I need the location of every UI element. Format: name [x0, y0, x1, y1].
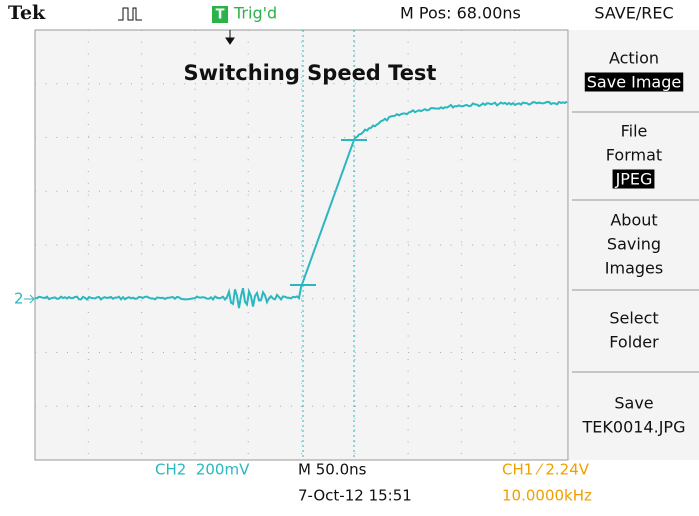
frequency: 10.0000kHz: [502, 487, 592, 505]
menu-label: Save: [614, 394, 653, 413]
menu-panel: [569, 30, 699, 460]
trigger-icon: T: [216, 8, 225, 23]
menu-selection: JPEG: [615, 170, 653, 189]
channel-marker: 2: [14, 290, 24, 308]
ch2-scale: CH2 200mV: [155, 461, 250, 479]
menu-label: TEK0014.JPG: [582, 418, 686, 437]
trigger-icon-box: [212, 6, 228, 23]
waveform: [34, 100, 568, 309]
grid: [35, 30, 568, 460]
timebase: M 50.0ns: [298, 461, 367, 479]
datetime: 7-Oct-12 15:51: [298, 487, 412, 505]
menu-label: About: [610, 211, 657, 230]
menu-label: Images: [605, 259, 663, 278]
brand: Tek: [8, 2, 46, 24]
menu-label: Action: [609, 49, 659, 68]
acq-icon: [118, 7, 142, 21]
menu-label: Saving: [607, 235, 661, 254]
menu-selection-box: [612, 169, 655, 189]
trigger-status: Trig'd: [233, 4, 277, 23]
ch1-trigger: CH1 ⁄ 2.24V: [502, 461, 590, 479]
marker-arrow: [24, 294, 35, 304]
footer: CH2 200mV M 50.0ns 7-Oct-12 15:51 CH1 ⁄ …: [155, 461, 592, 505]
menu-label: File: [621, 122, 648, 141]
menu-label: Select: [609, 309, 658, 328]
title: Switching Speed Test: [184, 61, 437, 85]
menu-selection-box: [584, 72, 684, 92]
trigger-pos: [225, 30, 235, 45]
menu-title: SAVE/REC: [594, 4, 673, 23]
menu: Action Save Image File Format JPEG About Savin…: [572, 49, 699, 437]
position: M Pos: 68.00ns: [400, 4, 521, 23]
menu-selection: Save Image: [587, 73, 681, 92]
menu-label: Folder: [609, 333, 659, 352]
menu-label: Format: [606, 146, 662, 165]
